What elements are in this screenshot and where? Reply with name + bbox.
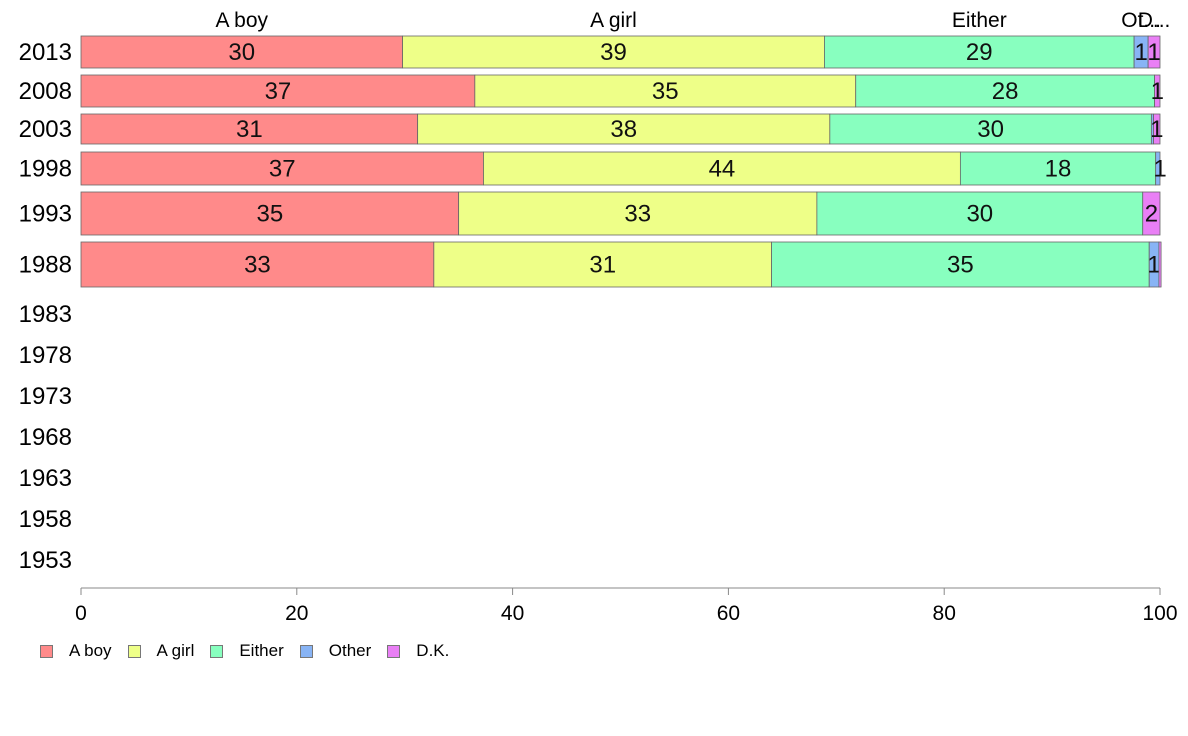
legend-label: A boy: [69, 641, 112, 660]
bar-segment: [417, 113, 831, 145]
bar-value-label: 37: [269, 156, 296, 183]
bar-value-label: 2: [1145, 201, 1158, 228]
legend-label: A girl: [156, 641, 195, 660]
bar-segment: [1147, 35, 1161, 69]
legend-swatch: [127, 644, 141, 658]
bar-segment: [80, 113, 419, 145]
legend-item: D.K.: [387, 641, 449, 661]
bars: 30 39 29 1 137 35 28 131 38 30 137 44 18 135 33 30 233 31…: [80, 35, 1167, 288]
column-headers: A boy A girl Either Ot...D...: [215, 9, 1170, 32]
bar-segment: [458, 191, 818, 236]
bar-value-label: 1: [1153, 156, 1166, 183]
year-label: 1998: [19, 156, 72, 183]
year-label: 1978: [19, 342, 72, 369]
legend-item: A girl: [127, 641, 195, 661]
column-header: A boy: [215, 9, 268, 32]
bar-value-label: 33: [624, 201, 651, 228]
bar-segment: [1158, 241, 1162, 288]
bar-segment: [80, 151, 484, 186]
x-tick-label: 60: [717, 602, 740, 625]
bar-value-label: 1: [1151, 78, 1164, 105]
column-header: Ot...: [1121, 9, 1161, 32]
bar-segment: [1155, 151, 1161, 186]
legend-label: Other: [328, 641, 372, 660]
year-label: 1958: [19, 506, 72, 533]
bar-segment: [1153, 113, 1161, 145]
x-tick-label: 100: [1142, 602, 1177, 625]
bar-value-label: 39: [600, 39, 627, 66]
bar-segment: [483, 151, 961, 186]
legend-swatch: [210, 644, 224, 658]
year-label: 1968: [19, 424, 72, 451]
x-axis: 0 20 40 60 80 100: [75, 587, 1178, 625]
year-label: 2003: [19, 116, 72, 143]
x-tick-label: 80: [933, 602, 956, 625]
bar-segment: [816, 191, 1144, 236]
bar-value-label: 30: [977, 116, 1004, 143]
bar-value-label: 35: [947, 252, 974, 279]
bar-segment: [959, 151, 1157, 186]
bar-value-label: 31: [236, 116, 263, 143]
legend-item: Either: [210, 641, 284, 661]
bar-value-label: 38: [610, 116, 637, 143]
legend-swatch: [299, 644, 313, 658]
column-header: Either: [952, 9, 1007, 32]
legend: A boy A girl Either Other D.K.: [40, 641, 465, 661]
x-tick-label: 40: [501, 602, 524, 625]
legend-swatch: [387, 644, 401, 658]
legend-label: Either: [239, 641, 284, 660]
bar-value-label: 33: [244, 252, 271, 279]
year-labels: 2013 2008 2003 1998 1993 1988 1983 1978 1973 1968…: [19, 39, 72, 574]
bar-segment: [474, 74, 857, 108]
year-label: 1988: [19, 252, 72, 279]
bar-value-label: 35: [256, 201, 283, 228]
bar-value-label: 44: [709, 156, 736, 183]
bar-value-label: 1: [1134, 39, 1147, 66]
bar-segment: [855, 74, 1156, 108]
legend-label: D.K.: [416, 641, 450, 660]
bar-segment: [402, 35, 825, 69]
bar-segment: [433, 241, 772, 288]
year-label: 2008: [19, 78, 72, 105]
legend-item: Other: [299, 641, 372, 661]
legend-item: A boy: [40, 641, 112, 661]
bar-value-label: 29: [966, 39, 993, 66]
bar-segment: [80, 191, 460, 236]
bar-segment: [1142, 191, 1161, 236]
year-label: 1963: [19, 465, 72, 492]
bar-segment: [1154, 74, 1161, 108]
x-tick-label: 0: [75, 602, 87, 625]
bar-value-label: 1: [1150, 116, 1163, 143]
bar-segment: [829, 113, 1152, 145]
bar-value-label: 31: [589, 252, 616, 279]
year-label: 1973: [19, 383, 72, 410]
bar-value-label: 18: [1045, 156, 1072, 183]
year-label: 1993: [19, 201, 72, 228]
year-label: 2013: [19, 39, 72, 66]
bar-segment: [771, 241, 1150, 288]
column-header: A girl: [590, 9, 637, 32]
year-label: 1953: [19, 547, 72, 574]
bar-value-label: 1: [1147, 39, 1160, 66]
bar-value-label: 30: [966, 201, 993, 228]
bar-value-label: 30: [228, 39, 255, 66]
bar-value-label: 28: [992, 78, 1019, 105]
column-header: D...: [1138, 9, 1171, 32]
bar-segment: [80, 241, 435, 288]
year-label: 1983: [19, 301, 72, 328]
bar-value-label: 37: [265, 78, 292, 105]
bar-value-label: 1: [1147, 252, 1160, 279]
bar-value-label: 35: [652, 78, 679, 105]
legend-swatch: [40, 644, 53, 658]
x-tick-label: 20: [285, 602, 308, 625]
